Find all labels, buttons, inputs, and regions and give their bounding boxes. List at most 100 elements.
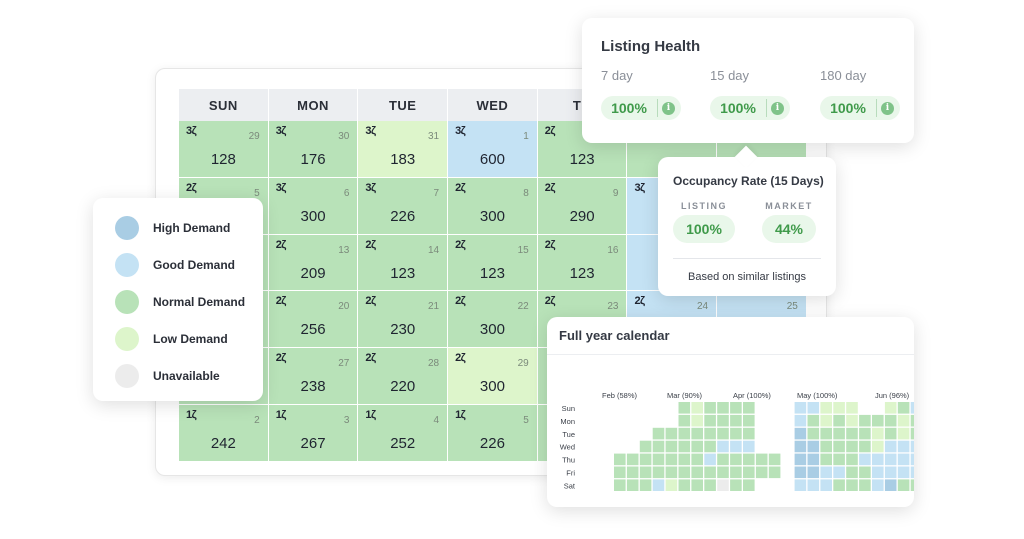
heatmap-day-cell[interactable] <box>691 479 703 491</box>
calendar-day-cell[interactable]: 2ζ 29 300 <box>448 348 538 405</box>
heatmap-day-cell[interactable] <box>859 453 871 466</box>
heatmap-day-cell[interactable] <box>678 479 691 491</box>
heatmap-day-cell[interactable] <box>794 466 807 479</box>
heatmap-day-cell[interactable] <box>897 479 910 491</box>
heatmap-day-cell[interactable] <box>717 427 729 440</box>
heatmap-day-cell[interactable] <box>652 466 665 479</box>
heatmap-day-cell[interactable] <box>717 479 729 491</box>
heatmap-day-cell[interactable] <box>820 466 832 479</box>
calendar-day-cell[interactable]: 2ζ 8 300 <box>448 177 538 235</box>
heatmap-day-cell[interactable] <box>743 402 755 414</box>
info-icon[interactable]: i <box>771 101 784 115</box>
heatmap-day-cell[interactable] <box>639 453 652 466</box>
calendar-day-cell[interactable]: 2ζ 15 123 <box>448 234 538 292</box>
heatmap-day-cell[interactable] <box>678 466 691 479</box>
heatmap-day-cell[interactable] <box>859 440 871 453</box>
heatmap-day-cell[interactable] <box>833 414 845 427</box>
heatmap-day-cell[interactable] <box>807 440 820 453</box>
heatmap-day-cell[interactable] <box>910 427 914 440</box>
heatmap-day-cell[interactable] <box>614 479 626 491</box>
heatmap-day-cell[interactable] <box>807 414 820 427</box>
heatmap-day-cell[interactable] <box>897 402 910 414</box>
heatmap-day-cell[interactable] <box>717 440 729 453</box>
heatmap-day-cell[interactable] <box>704 402 716 414</box>
heatmap-day-cell[interactable] <box>859 466 871 479</box>
heatmap-day-cell[interactable] <box>717 453 729 466</box>
heatmap-day-cell[interactable] <box>872 427 884 440</box>
heatmap-day-cell[interactable] <box>704 453 716 466</box>
heatmap-day-cell[interactable] <box>820 453 832 466</box>
info-icon[interactable]: i <box>662 101 675 115</box>
calendar-day-cell[interactable]: 2ζ 13 209 <box>268 234 359 292</box>
heatmap-day-cell[interactable] <box>704 427 716 440</box>
heatmap-day-cell[interactable] <box>626 466 639 479</box>
heatmap-day-cell[interactable] <box>833 453 845 466</box>
calendar-day-cell[interactable]: 3ζ 1 600 <box>448 121 538 178</box>
heatmap-day-cell[interactable] <box>652 453 665 466</box>
heatmap-day-cell[interactable] <box>626 479 639 491</box>
heatmap-day-cell[interactable] <box>833 402 845 414</box>
heatmap-day-cell[interactable] <box>910 479 914 491</box>
heatmap-day-cell[interactable] <box>691 466 703 479</box>
heatmap-day-cell[interactable] <box>807 466 820 479</box>
heatmap-day-cell[interactable] <box>872 453 884 466</box>
heatmap-day-cell[interactable] <box>678 453 691 466</box>
heatmap-day-cell[interactable] <box>768 453 781 466</box>
heatmap-day-cell[interactable] <box>665 453 678 466</box>
heatmap-day-cell[interactable] <box>897 414 910 427</box>
heatmap-day-cell[interactable] <box>652 479 665 491</box>
heatmap-day-cell[interactable] <box>691 414 703 427</box>
calendar-day-cell[interactable]: 1ζ 4 252 <box>358 404 449 462</box>
calendar-day-cell[interactable]: 1ζ 3 267 <box>268 404 359 462</box>
heatmap-day-cell[interactable] <box>884 466 897 479</box>
heatmap-day-cell[interactable] <box>897 427 910 440</box>
heatmap-day-cell[interactable] <box>652 427 665 440</box>
heatmap-day-cell[interactable] <box>614 453 626 466</box>
calendar-day-cell[interactable]: 2ζ 16 123 <box>537 234 628 292</box>
heatmap-day-cell[interactable] <box>846 440 858 453</box>
heatmap-day-cell[interactable] <box>614 466 626 479</box>
heatmap-day-cell[interactable] <box>743 414 755 427</box>
heatmap-day-cell[interactable] <box>691 440 703 453</box>
heatmap-day-cell[interactable] <box>665 479 678 491</box>
heatmap-day-cell[interactable] <box>872 479 884 491</box>
heatmap-day-cell[interactable] <box>897 440 910 453</box>
heatmap-day-cell[interactable] <box>884 453 897 466</box>
heatmap-day-cell[interactable] <box>678 440 691 453</box>
heatmap-day-cell[interactable] <box>691 427 703 440</box>
heatmap-day-cell[interactable] <box>807 402 820 414</box>
calendar-day-cell[interactable]: 2ζ 9 290 <box>537 177 628 235</box>
heatmap-day-cell[interactable] <box>665 466 678 479</box>
heatmap-day-cell[interactable] <box>794 414 807 427</box>
calendar-day-cell[interactable]: 3ζ 6 300 <box>268 177 359 235</box>
heatmap-day-cell[interactable] <box>743 466 755 479</box>
heatmap-day-cell[interactable] <box>730 414 742 427</box>
heatmap-day-cell[interactable] <box>704 440 716 453</box>
heatmap-day-cell[interactable] <box>884 402 897 414</box>
calendar-day-cell[interactable]: 2ζ 14 123 <box>358 234 449 292</box>
heatmap-day-cell[interactable] <box>794 453 807 466</box>
calendar-day-cell[interactable]: 2ζ 27 238 <box>268 348 359 405</box>
calendar-day-cell[interactable]: 2ζ 21 230 <box>358 291 449 349</box>
heatmap-day-cell[interactable] <box>846 479 858 491</box>
heatmap-day-cell[interactable] <box>910 440 914 453</box>
heatmap-day-cell[interactable] <box>794 402 807 414</box>
heatmap-day-cell[interactable] <box>833 466 845 479</box>
heatmap-day-cell[interactable] <box>665 427 678 440</box>
calendar-day-cell[interactable]: 3ζ 31 183 <box>358 121 449 178</box>
heatmap-day-cell[interactable] <box>820 414 832 427</box>
calendar-day-cell[interactable]: 3ζ 30 176 <box>268 121 359 178</box>
heatmap-day-cell[interactable] <box>820 427 832 440</box>
heatmap-day-cell[interactable] <box>639 466 652 479</box>
heatmap-day-cell[interactable] <box>833 440 845 453</box>
heatmap-day-cell[interactable] <box>665 440 678 453</box>
heatmap-day-cell[interactable] <box>910 466 914 479</box>
heatmap-day-cell[interactable] <box>807 427 820 440</box>
heatmap-day-cell[interactable] <box>743 440 755 453</box>
heatmap-day-cell[interactable] <box>717 466 729 479</box>
heatmap-day-cell[interactable] <box>820 479 832 491</box>
heatmap-day-cell[interactable] <box>833 479 845 491</box>
heatmap-day-cell[interactable] <box>859 414 871 427</box>
heatmap-day-cell[interactable] <box>794 479 807 491</box>
calendar-day-cell[interactable]: 3ζ 29 128 <box>179 121 269 178</box>
